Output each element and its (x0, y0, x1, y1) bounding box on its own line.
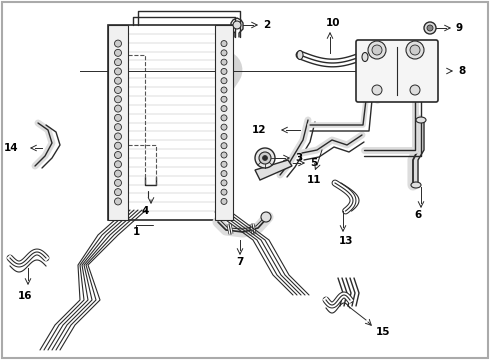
Circle shape (115, 142, 122, 149)
Circle shape (221, 180, 227, 186)
Circle shape (115, 152, 122, 158)
Circle shape (424, 22, 436, 34)
Text: 8: 8 (458, 66, 465, 76)
Circle shape (115, 114, 122, 121)
Ellipse shape (416, 117, 426, 123)
Circle shape (221, 189, 227, 195)
Bar (108, 25, 233, 220)
Text: 16: 16 (18, 291, 32, 301)
Circle shape (368, 41, 386, 59)
Circle shape (115, 198, 122, 205)
Circle shape (221, 115, 227, 121)
Bar (108, 25, 128, 220)
Polygon shape (133, 35, 210, 210)
Circle shape (115, 40, 122, 47)
Circle shape (115, 179, 122, 186)
Circle shape (115, 123, 122, 131)
Circle shape (221, 87, 227, 93)
Text: 15: 15 (376, 327, 391, 337)
Text: 1: 1 (133, 227, 140, 237)
Circle shape (221, 143, 227, 149)
Circle shape (406, 41, 424, 59)
Circle shape (259, 152, 271, 164)
Circle shape (115, 105, 122, 112)
Circle shape (255, 148, 275, 168)
Text: 6: 6 (415, 210, 421, 220)
Circle shape (115, 133, 122, 140)
Circle shape (115, 96, 122, 103)
Circle shape (372, 85, 382, 95)
Circle shape (221, 68, 227, 75)
Text: 4: 4 (141, 206, 148, 216)
Circle shape (221, 59, 227, 65)
Circle shape (221, 96, 227, 102)
Circle shape (263, 156, 268, 161)
Circle shape (115, 86, 122, 94)
Ellipse shape (411, 182, 421, 188)
Circle shape (410, 85, 420, 95)
Circle shape (221, 134, 227, 139)
Circle shape (221, 152, 227, 158)
Circle shape (221, 124, 227, 130)
Text: 11: 11 (307, 175, 321, 185)
Circle shape (261, 212, 271, 222)
Text: 5: 5 (310, 158, 317, 168)
Ellipse shape (362, 53, 368, 62)
Circle shape (427, 25, 433, 31)
FancyBboxPatch shape (356, 40, 438, 102)
Circle shape (221, 171, 227, 176)
Circle shape (221, 78, 227, 84)
Text: 9: 9 (456, 23, 463, 33)
Circle shape (115, 59, 122, 66)
Circle shape (410, 45, 420, 55)
Circle shape (115, 161, 122, 168)
Circle shape (221, 161, 227, 167)
Circle shape (221, 41, 227, 46)
Text: 12: 12 (251, 125, 266, 135)
Text: 14: 14 (3, 143, 18, 153)
Text: 10: 10 (326, 18, 341, 28)
Circle shape (115, 77, 122, 84)
Text: 2: 2 (263, 20, 270, 30)
Circle shape (221, 198, 227, 204)
Circle shape (115, 170, 122, 177)
Circle shape (221, 105, 227, 112)
Polygon shape (255, 160, 292, 180)
Circle shape (115, 68, 122, 75)
Circle shape (115, 49, 122, 57)
Circle shape (233, 21, 241, 29)
Text: 3: 3 (295, 153, 302, 163)
Ellipse shape (297, 50, 303, 59)
Circle shape (221, 50, 227, 56)
Circle shape (115, 189, 122, 195)
Bar (215, 25, 233, 220)
Circle shape (372, 45, 382, 55)
Text: 13: 13 (339, 236, 353, 246)
Text: 7: 7 (236, 257, 244, 267)
